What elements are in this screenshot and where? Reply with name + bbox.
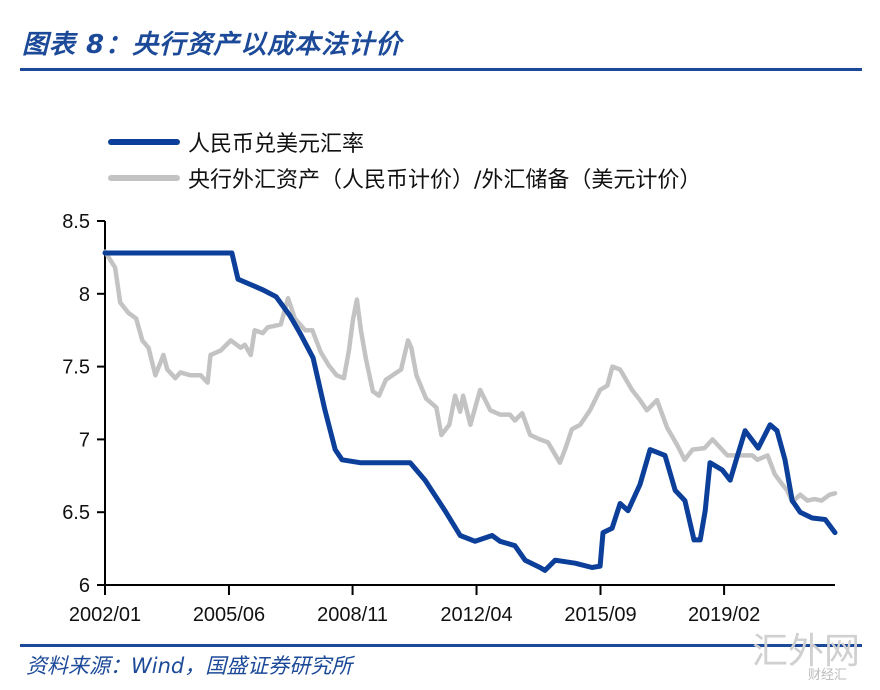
legend-item-rmb-usd: 人民币兑美元汇率 xyxy=(108,126,364,158)
y-tick-label: 8 xyxy=(79,284,90,306)
series-line-fx-ratio xyxy=(102,249,838,505)
y-tick-label: 7.5 xyxy=(62,357,90,379)
series-line-rmb-usd xyxy=(102,250,838,573)
x-tick-label: 2012/04 xyxy=(440,604,512,626)
figure-title: 图表 8：央行资产以成本法计价 xyxy=(22,30,403,60)
title-divider xyxy=(20,68,862,71)
y-tick-label: 8.5 xyxy=(62,211,90,233)
watermark: 汇外网 xyxy=(752,631,861,672)
x-tick-label: 2005/06 xyxy=(193,604,265,626)
watermark-sub: 财经汇 xyxy=(808,668,848,683)
x-tick-label: 2002/01 xyxy=(69,604,141,626)
y-tick-label: 6 xyxy=(79,575,90,597)
legend-label: 央行外汇资产（人民币计价）/外汇储备（美元计价） xyxy=(188,168,702,193)
legend-item-fx-ratio: 央行外汇资产（人民币计价）/外汇储备（美元计价） xyxy=(108,162,701,194)
legend-label: 人民币兑美元汇率 xyxy=(188,132,365,157)
legend-swatch-gray xyxy=(108,175,180,181)
y-tick-label: 7 xyxy=(79,429,90,451)
source-note: 资料来源：Wind，国盛证券研究所 xyxy=(26,654,353,678)
x-tick-label: 2015/09 xyxy=(564,604,636,626)
x-tick-label: 2008/11 xyxy=(317,604,388,626)
y-tick-label: 6.5 xyxy=(62,502,90,524)
x-tick-label: 2019/02 xyxy=(688,604,760,626)
footer-divider xyxy=(20,644,862,647)
legend-swatch-blue xyxy=(108,139,180,145)
